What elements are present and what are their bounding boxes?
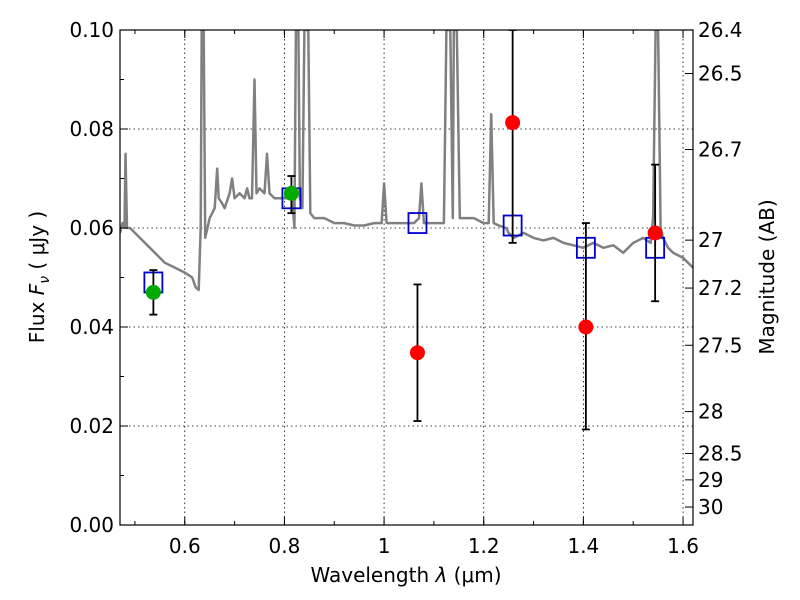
y-tick-label: 0.00 [69, 513, 114, 537]
plot-area [120, 30, 693, 431]
x-tick-label: 0.6 [169, 534, 201, 558]
observed-point [578, 319, 594, 335]
magnitude-tick-label: 26.4 [698, 18, 743, 42]
magnitude-tick-label: 26.7 [698, 137, 743, 161]
y-tick-label: 0.04 [69, 315, 114, 339]
y2-axis-label: Magnitude (AB) [755, 199, 779, 354]
y-tick-label: 0.06 [69, 216, 114, 240]
x-tick-label: 1.4 [567, 534, 599, 558]
x-tick-label: 1.2 [468, 534, 500, 558]
x-axis-label: Wavelength λ (μm) [310, 563, 501, 587]
y-tick-label: 0.10 [69, 18, 114, 42]
observed-point [505, 115, 521, 131]
y-tick-label: 0.08 [69, 117, 114, 141]
x-tick-label: 1.6 [667, 534, 699, 558]
grid [120, 30, 693, 525]
magnitude-tick-label: 29 [698, 468, 723, 492]
magnitude-tick-label: 27.2 [698, 276, 743, 300]
magnitude-tick-label: 28 [698, 400, 723, 424]
model-sed-line [120, 30, 693, 292]
observed-point [145, 284, 161, 300]
x-tick-label: 1 [378, 534, 391, 558]
y-tick-label: 0.02 [69, 414, 114, 438]
magnitude-tick-label: 27 [698, 228, 723, 252]
plot-frame [119, 29, 694, 526]
model-photometry-square [407, 212, 428, 234]
observed-point [283, 185, 299, 201]
magnitude-tick-label: 26.5 [698, 62, 743, 86]
observed-point [409, 345, 425, 361]
observed-point [647, 225, 663, 241]
magnitude-tick-label: 30 [698, 495, 723, 519]
magnitude-tick-label: 27.5 [698, 333, 743, 357]
x-tick-label: 0.8 [269, 534, 301, 558]
y-axis-label: Flux Fν ( μJy ) [25, 211, 53, 343]
magnitude-tick-label: 28.5 [698, 441, 743, 465]
axes: 0.6 0.8 1 1.2 1.4 1.6 0.00 0.02 0.04 0.06 0.08 0.10… [69, 18, 742, 558]
